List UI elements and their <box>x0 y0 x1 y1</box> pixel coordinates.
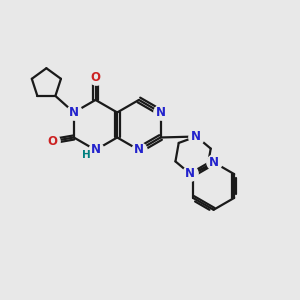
Text: N: N <box>91 143 100 157</box>
Text: N: N <box>191 130 201 143</box>
Text: N: N <box>69 106 79 119</box>
Text: O: O <box>91 71 100 84</box>
Text: N: N <box>134 143 144 157</box>
Text: H: H <box>82 150 91 160</box>
Text: N: N <box>185 167 195 180</box>
Text: N: N <box>208 156 219 169</box>
Text: N: N <box>156 106 166 119</box>
Text: O: O <box>47 135 57 148</box>
